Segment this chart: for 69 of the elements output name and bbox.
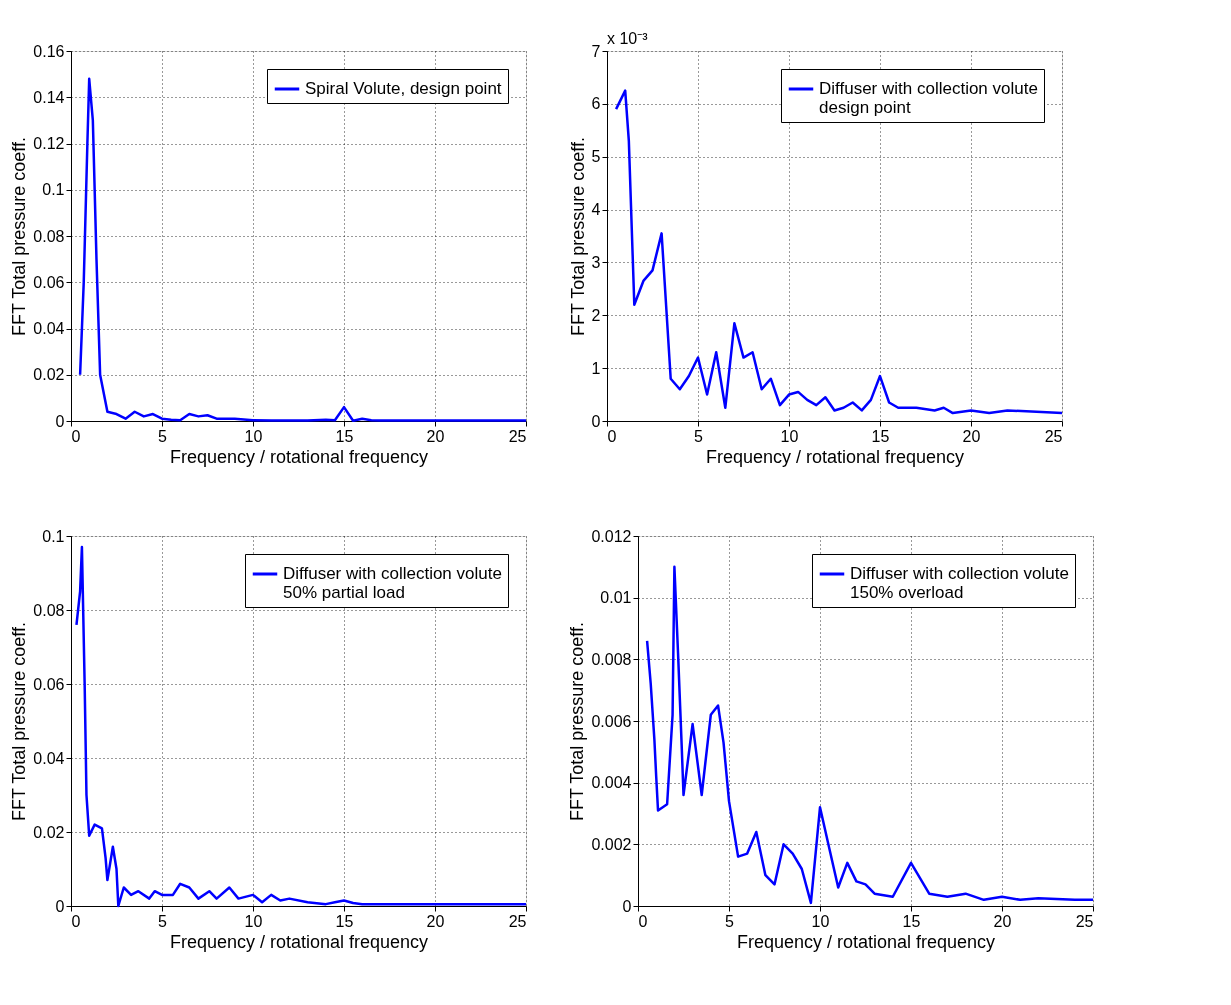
y-tick-label: 0.08 [33,227,65,245]
y-tick-label: 0.16 [33,42,65,60]
x-axis-title: Frequency / rotational frequency [169,931,429,952]
y-tick-label: 0.06 [33,273,65,291]
y-tick-label: 0 [55,897,65,915]
y-tick-label: 0.1 [42,527,65,545]
y-tick-label: 0.14 [33,88,65,106]
y-tick-label: 0.012 [591,527,632,545]
y-tick-label: 0 [591,412,601,430]
x-axis-title: Frequency / rotational frequency [736,931,996,952]
x-tick-label: 10 [244,912,263,930]
x-axis-title: Frequency / rotational frequency [705,446,965,467]
x-tick-label: 15 [335,427,354,445]
y-tick-label: 0.01 [600,589,632,607]
x-tick-label: 5 [158,427,168,445]
y-tick-label: 0.004 [591,774,632,792]
x-tick-label: 20 [426,427,445,445]
y-tick-label: 0.006 [591,712,632,730]
x-tick-label: 25 [1044,427,1063,445]
y-tick-label: 4 [591,201,601,219]
legend-label: Diffuser with collection volute 150% overload [850,564,1069,602]
y-tick-label: 1 [591,359,601,377]
y-tick-label: 0.008 [591,650,632,668]
y-tick-label: 0.02 [33,823,65,841]
x-tick-label: 0 [638,912,648,930]
y-axis-title: FFT Total pressure coeff. [9,136,30,337]
x-tick-label: 15 [335,912,354,930]
legend-label: Diffuser with collection volute design point [819,79,1038,117]
x-tick-label: 10 [780,427,799,445]
x-tick-label: 25 [508,427,527,445]
y-tick-label: 0.08 [33,601,65,619]
text: x 10⁻³ [607,30,649,47]
y-tick-label: 0.1 [42,181,65,199]
x-tick-label: 20 [993,912,1012,930]
x-tick-label: 25 [508,912,527,930]
line-series [75,545,528,908]
legend-label: Spiral Volute, design point [305,79,502,98]
y-tick-label: 0 [55,412,65,430]
y-tick-label: 2 [591,306,601,324]
x-axis-title: Frequency / rotational frequency [169,446,429,467]
legend-label: Diffuser with collection volute 50% partial load [283,564,502,602]
y-tick-label: 0.06 [33,675,65,693]
y-axis-title: FFT Total pressure coeff. [567,621,588,822]
y-tick-label: 5 [591,148,601,166]
y-tick-label: 0.12 [33,135,65,152]
x-tick-label: 10 [811,912,830,930]
y-tick-label: 0.02 [33,366,65,384]
x-tick-label: 0 [71,912,81,930]
x-tick-label: 25 [1075,912,1094,930]
y-tick-label: 3 [591,253,601,271]
x-tick-label: 15 [871,427,890,445]
line-series [78,77,528,423]
y-tick-label: 0.04 [33,749,65,767]
x-tick-label: 5 [694,427,704,445]
y-tick-label: 7 [591,42,601,60]
y-axis-title: FFT Total pressure coeff. [9,621,30,822]
y-tick-label: 6 [591,95,601,113]
y-tick-label: 0.04 [33,320,65,337]
x-tick-label: 20 [426,912,445,930]
y-axis-title: FFT Total pressure coeff. [567,136,588,337]
x-tick-label: 15 [902,912,921,930]
x-tick-label: 5 [725,912,735,930]
x-tick-label: 20 [962,427,981,445]
x-tick-label: 10 [244,427,263,445]
line-series [645,565,1095,905]
y-tick-label: 0.002 [591,835,632,853]
y-tick-label: 0 [622,897,632,915]
x-tick-label: 0 [71,427,81,445]
x-tick-label: 5 [158,912,168,930]
